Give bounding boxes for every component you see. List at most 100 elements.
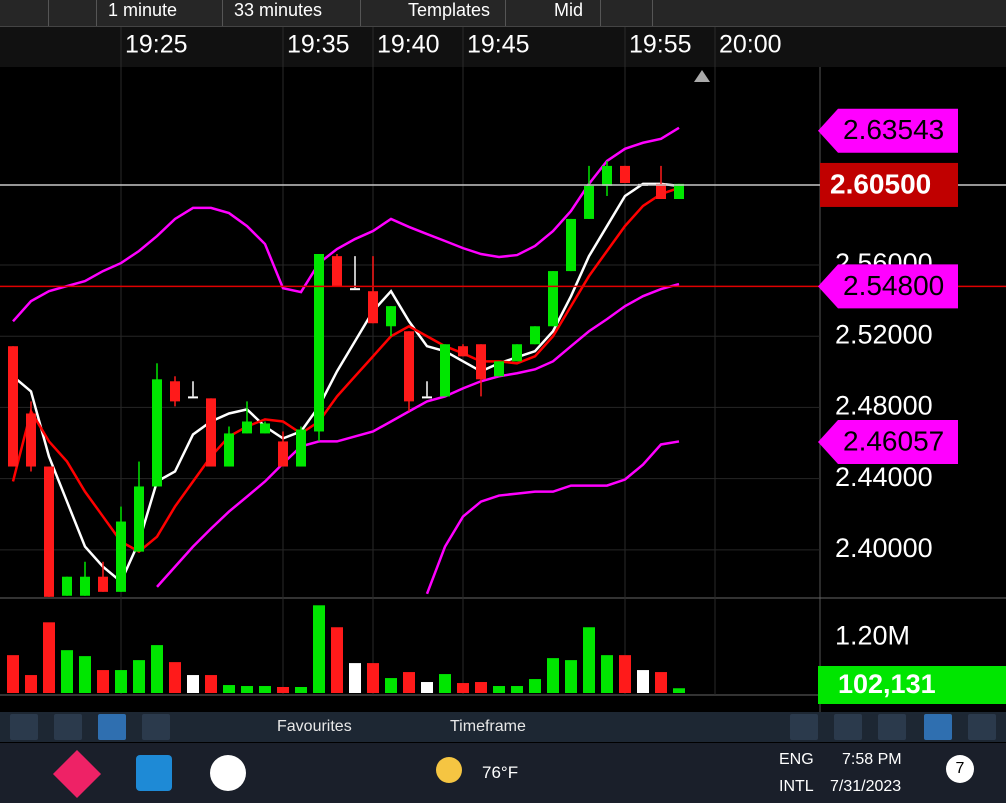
candle-body [404,331,414,402]
candle-body [314,254,324,432]
favourites-button[interactable]: Favourites [277,718,352,735]
volume-bar [205,675,217,693]
volume-bar [565,660,577,693]
keyboard-layout[interactable]: INTL [779,778,814,795]
chart: 19:25 19:35 19:40 19:45 19:55 20:002.560002.5… [0,27,1006,712]
candle-body [422,396,432,399]
candle-body [350,288,360,291]
volume-bar [295,687,307,693]
candle-body [278,441,288,467]
zoom-out-button[interactable] [834,714,862,740]
price-select[interactable]: Mid [554,0,584,20]
price-tag [818,420,958,465]
candle-body [80,576,90,596]
candle-body [656,183,666,200]
app-icon[interactable] [52,749,102,799]
volume-bar [187,675,199,693]
price-tag-label: 2.63543 [843,114,944,145]
candle-body [242,421,252,434]
volume-tag-label: 102,131 [838,669,936,699]
volume-bar [637,670,649,693]
app-icon[interactable] [210,755,246,791]
x-tick-label: 19:40 [377,31,440,59]
candle-body [116,521,126,592]
templates-button[interactable]: Templates [408,0,491,20]
price-tag-label: 2.54800 [843,270,944,301]
volume-bar [115,670,127,693]
draw-button[interactable] [98,714,126,740]
indicator-line [156,282,680,588]
volume-bar [7,655,19,693]
scale-button[interactable] [968,714,996,740]
volume-bar [619,655,631,693]
volume-bar [133,660,145,693]
volume-bar [493,686,505,693]
candle-body [134,486,144,552]
volume-bar [547,658,559,693]
app-icon[interactable] [136,755,172,791]
timeframe-select[interactable]: 1 minute [108,0,178,20]
volume-tag [818,666,1006,704]
volume-bar [439,674,451,693]
clock-time[interactable]: 7:58 PM [842,751,902,768]
order-button[interactable] [142,714,170,740]
candle-body [530,326,540,345]
zoom-button[interactable] [790,714,818,740]
price-tag [818,108,958,153]
indicator-line [12,126,680,323]
candle-body [386,306,396,327]
volume-bar [583,627,595,693]
candle-body [260,423,270,434]
crosshair-button[interactable] [924,714,952,740]
zoom-in-button[interactable] [878,714,906,740]
candle-body [548,271,558,327]
candle-body [332,256,342,287]
volume-bar [457,683,469,693]
clear-button[interactable] [54,714,82,740]
period-select[interactable]: 33 minutes [234,0,323,20]
volume-bar [367,663,379,693]
x-tick-label: 19:25 [125,31,188,59]
candle-body [206,398,216,467]
volume-bar [331,627,343,693]
scroll-marker[interactable] [694,70,710,82]
candle-body [98,576,108,592]
price-tag-label: 2.60500 [830,168,931,199]
x-tick-label: 19:45 [467,31,530,59]
taskbar: 76°F ENG INTL 7:58 PM 7/31/2023 7 [0,743,1006,803]
price-tag [818,264,958,309]
candle-body [674,183,684,200]
volume-bar [403,672,415,693]
candle-body [188,396,198,399]
y-tick-label: 2.44000 [835,462,933,492]
candle-body [224,433,234,467]
volume-bar [601,655,613,693]
volume-bar [97,670,109,693]
indicator-line [11,186,680,554]
candle-body [440,344,450,397]
volume-bar [529,679,541,693]
notification-badge[interactable]: 7 [946,755,974,783]
language[interactable]: ENG [779,751,814,768]
volume-bar [79,656,91,693]
volume-bar [673,688,685,693]
y-tick-label: 2.40000 [835,533,933,563]
x-tick-label: 20:00 [719,31,782,59]
timeframe-button[interactable]: Timeframe [450,718,526,735]
weather-icon[interactable] [436,757,462,783]
volume-bar [313,605,325,693]
time-axis-bg [0,27,1006,67]
volume-bar [511,686,523,693]
clock-date[interactable]: 7/31/2023 [830,778,902,795]
volume-bar [169,662,181,693]
weather[interactable]: 76°F [482,763,519,782]
volume-bar [259,686,271,693]
volume-bar [43,622,55,693]
candle-body [8,346,18,467]
volume-bar [475,682,487,693]
y-tick-label: 2.52000 [835,319,933,349]
candle-body [476,344,486,380]
refresh-button[interactable] [10,714,38,740]
candle-body [494,361,504,377]
